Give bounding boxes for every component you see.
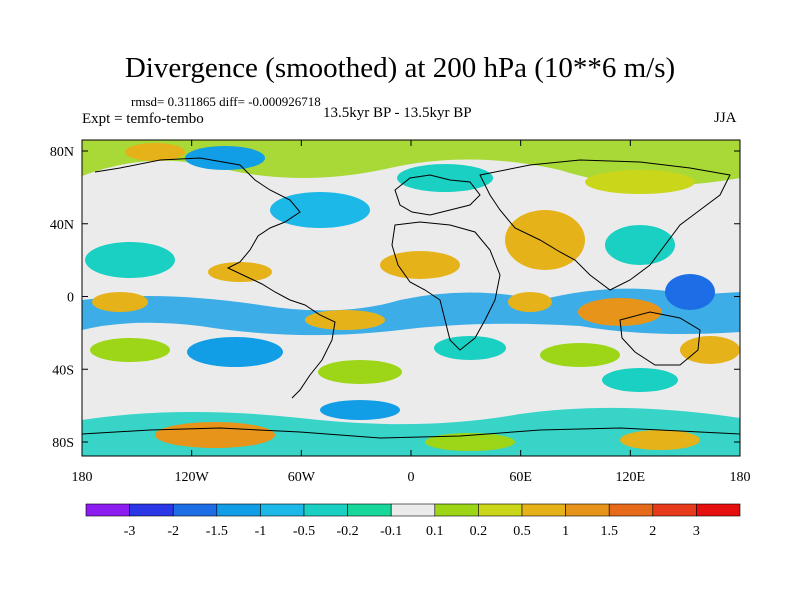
colorbar: -3 -2 -1.5 -1 -0.5 -0.2 -0.1 0.1 0.2 0.5 1 1.5 2 3 xyxy=(85,503,741,539)
colorbar-swatch xyxy=(434,503,479,517)
field-patch xyxy=(397,164,493,192)
field-patch xyxy=(505,210,585,270)
coast-australia xyxy=(619,311,701,366)
colorbar-label: 0.1 xyxy=(426,524,444,539)
field-patch xyxy=(125,143,185,161)
field-patch xyxy=(82,288,740,336)
field-patch xyxy=(434,336,506,360)
coastlines xyxy=(82,157,740,439)
colorbar-swatch xyxy=(652,503,697,517)
colorbar-swatch xyxy=(696,503,741,517)
season-label: JJA xyxy=(714,110,737,126)
colorbar-label: 1.5 xyxy=(600,524,618,539)
field-patch xyxy=(425,433,515,451)
plot-title: Divergence (smoothed) at 200 hPa (10**6 … xyxy=(124,52,676,84)
colorbar-label: 0.2 xyxy=(470,524,488,539)
coast-south-america xyxy=(289,299,336,399)
colorbar-swatch xyxy=(390,503,436,517)
colorbar-label: 3 xyxy=(693,524,700,539)
y-tick-label: 0 xyxy=(67,291,74,306)
colorbar-label: -0.2 xyxy=(337,524,359,539)
coast-north-america xyxy=(94,157,301,301)
field-patch xyxy=(602,368,678,392)
colorbar-swatch xyxy=(608,503,654,517)
field-patch xyxy=(585,170,695,194)
x-tick-label: 180 xyxy=(730,470,751,485)
colorbar-swatch xyxy=(565,503,610,517)
coast-europe xyxy=(394,174,481,216)
colorbar-swatch xyxy=(521,503,566,517)
coast-africa xyxy=(391,221,501,351)
x-tick-label: 120E xyxy=(616,470,646,485)
field-patch xyxy=(320,400,400,420)
field-patch xyxy=(665,274,715,310)
coast-antarctica xyxy=(82,427,740,439)
colorbar-label: 2 xyxy=(649,524,656,539)
field-patch xyxy=(155,422,275,448)
colorbar-label: -1.5 xyxy=(206,524,228,539)
colorbar-label: -0.5 xyxy=(293,524,315,539)
field-patch xyxy=(185,146,265,170)
field-patch xyxy=(380,251,460,279)
field-patch xyxy=(187,337,283,367)
field-patch xyxy=(680,336,740,364)
field-patch xyxy=(620,430,700,450)
field-patch xyxy=(508,292,552,312)
x-tick-label: 0 xyxy=(408,470,415,485)
stats-line: rmsd= 0.311865 diff= -0.000926718 xyxy=(131,94,321,109)
y-tick-label: 40S xyxy=(52,363,74,378)
colorbar-label: -1 xyxy=(255,524,267,539)
colorbar-swatch xyxy=(303,503,348,517)
colorbar-label: 1 xyxy=(562,524,569,539)
colorbar-swatch xyxy=(260,503,305,517)
y-tick-label: 40N xyxy=(50,218,74,233)
colorbar-label: -2 xyxy=(167,524,179,539)
colorbar-swatch xyxy=(478,503,523,517)
x-tick-label: 60E xyxy=(509,470,532,485)
x-tick-label: 60W xyxy=(288,470,316,485)
field-patch xyxy=(578,298,662,326)
y-tick-label: 80N xyxy=(50,145,74,160)
field-patch xyxy=(540,343,620,367)
divergence-field xyxy=(82,140,740,456)
experiment-label: Expt = temfo-tembo xyxy=(82,111,204,127)
field-patch xyxy=(92,292,148,312)
x-tick-label: 120W xyxy=(175,470,210,485)
field-patch xyxy=(318,360,402,384)
colorbar-swatch xyxy=(129,503,174,517)
x-ticks: 180 120W 60W 0 60E 120E 180 xyxy=(72,140,751,485)
field-patch xyxy=(90,338,170,362)
coast-asia xyxy=(479,159,731,291)
period-label: 13.5kyr BP - 13.5kyr BP xyxy=(323,105,472,121)
field-patch xyxy=(305,310,385,330)
y-tick-label: 80S xyxy=(52,436,74,451)
field-patch xyxy=(85,242,175,278)
colorbar-label: -3 xyxy=(124,524,136,539)
map-panel: 180 120W 60W 0 60E 120E 180 80N 40N 0 40S 80S xyxy=(50,139,751,485)
colorbar-label: 0.5 xyxy=(513,524,531,539)
field-patch xyxy=(208,262,272,282)
colorbar-swatch xyxy=(85,503,130,517)
colorbar-label: -0.1 xyxy=(380,524,402,539)
colorbar-swatch xyxy=(347,503,392,517)
colorbar-swatch xyxy=(216,503,261,517)
colorbar-swatch xyxy=(172,503,218,517)
x-tick-label: 180 xyxy=(72,470,93,485)
field-patch xyxy=(270,192,370,228)
y-ticks: 80N 40N 0 40S 80S xyxy=(50,145,740,451)
